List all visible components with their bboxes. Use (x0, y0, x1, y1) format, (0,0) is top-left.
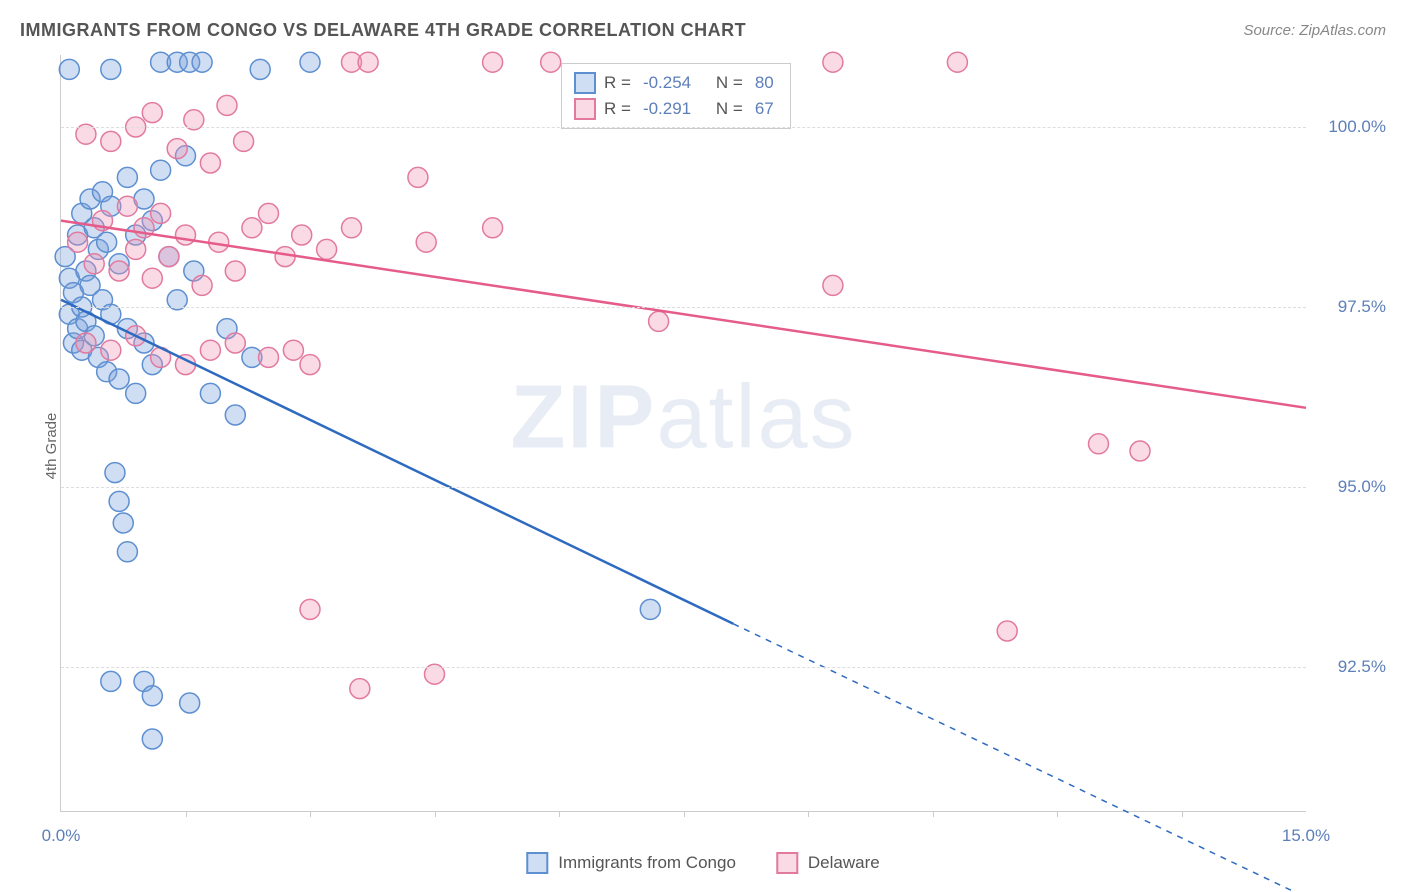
legend-r-value-congo: -0.254 (643, 70, 691, 96)
legend-n-label: N = (716, 96, 743, 122)
chart-container: IMMIGRANTS FROM CONGO VS DELAWARE 4TH GR… (0, 0, 1406, 892)
chart-title: IMMIGRANTS FROM CONGO VS DELAWARE 4TH GR… (20, 20, 746, 41)
bottom-legend: Immigrants from Congo Delaware (526, 852, 879, 874)
y-axis-label: 4th Grade (43, 413, 60, 480)
plot-area: ZIPatlas R = -0.254 N = 80 R = -0.291 N … (60, 55, 1306, 812)
legend-n-label: N = (716, 70, 743, 96)
legend-r-value-delaware: -0.291 (643, 96, 691, 122)
bottom-legend-congo: Immigrants from Congo (526, 852, 736, 874)
legend-row-congo: R = -0.254 N = 80 (574, 70, 778, 96)
bottom-label-congo: Immigrants from Congo (558, 853, 736, 873)
legend-n-value-delaware: 67 (755, 96, 774, 122)
correlation-legend: R = -0.254 N = 80 R = -0.291 N = 67 (561, 63, 791, 129)
legend-swatch-congo (574, 72, 596, 94)
legend-r-label: R = (604, 96, 631, 122)
bottom-legend-delaware: Delaware (776, 852, 880, 874)
legend-row-delaware: R = -0.291 N = 67 (574, 96, 778, 122)
source-attribution: Source: ZipAtlas.com (1243, 22, 1386, 39)
legend-n-value-congo: 80 (755, 70, 774, 96)
scatter-svg (61, 55, 1306, 811)
legend-r-label: R = (604, 70, 631, 96)
legend-swatch-delaware (574, 98, 596, 120)
bottom-swatch-congo (526, 852, 548, 874)
bottom-swatch-delaware (776, 852, 798, 874)
bottom-label-delaware: Delaware (808, 853, 880, 873)
